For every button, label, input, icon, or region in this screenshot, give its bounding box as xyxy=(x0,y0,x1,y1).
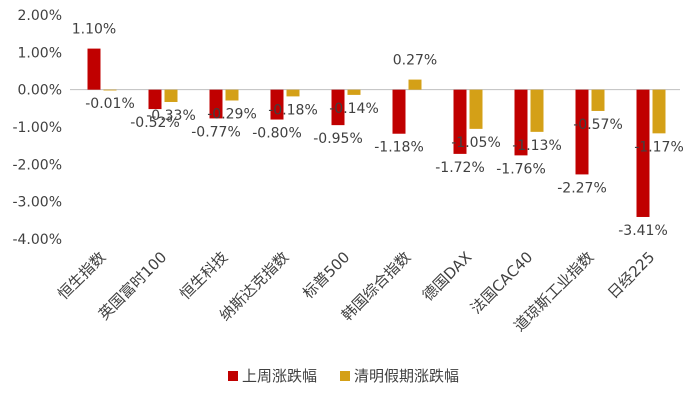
y-tick-label: 1.00% xyxy=(18,45,62,61)
data-label: 0.27% xyxy=(393,53,437,69)
legend-swatch-qingming xyxy=(340,371,350,381)
data-label: 1.10% xyxy=(72,22,116,38)
bar-qingming-0 xyxy=(103,89,117,91)
bar-last-week-6 xyxy=(453,89,467,154)
bar-last-week-2 xyxy=(209,89,223,119)
data-label: -0.29% xyxy=(207,106,257,122)
data-label: -3.41% xyxy=(618,223,668,239)
bar-qingming-3 xyxy=(286,89,300,97)
data-label: -2.27% xyxy=(557,180,607,196)
bar-last-week-7 xyxy=(514,89,528,156)
data-label: -1.05% xyxy=(451,135,501,151)
bar-qingming-4 xyxy=(347,89,361,95)
data-label: -1.17% xyxy=(634,139,684,155)
bar-qingming-9 xyxy=(652,89,666,134)
data-label: -0.77% xyxy=(191,124,241,140)
data-label: -1.13% xyxy=(512,138,562,154)
x-category-label: 恒生科技 xyxy=(176,248,231,303)
legend-label: 上周涨跌幅 xyxy=(242,367,317,385)
x-category-label: 日经225 xyxy=(604,248,658,302)
y-tick-label: -4.00% xyxy=(12,232,62,248)
bar-qingming-7 xyxy=(530,89,544,132)
y-tick-label: 0.00% xyxy=(18,83,62,99)
data-label: -0.01% xyxy=(85,96,135,112)
bar-last-week-9 xyxy=(636,89,650,217)
bar-last-week-3 xyxy=(270,89,284,120)
x-category-label: 恒生指数 xyxy=(54,248,109,303)
y-tick-label: 2.00% xyxy=(18,8,62,24)
data-label: -1.76% xyxy=(496,161,546,177)
bar-last-week-5 xyxy=(392,89,406,134)
data-label: -0.52% xyxy=(130,115,180,131)
data-label: -0.14% xyxy=(329,101,379,117)
bar-qingming-5 xyxy=(408,79,422,90)
bar-qingming-1 xyxy=(164,89,178,102)
bar-qingming-6 xyxy=(469,89,483,129)
bar-last-week-8 xyxy=(575,89,589,175)
bar-qingming-2 xyxy=(225,89,239,101)
bar-last-week-1 xyxy=(148,89,162,110)
y-tick-label: -3.00% xyxy=(12,195,62,211)
data-label: -0.57% xyxy=(573,117,623,133)
y-tick-label: -1.00% xyxy=(12,120,62,136)
y-tick-label: -2.00% xyxy=(12,157,62,173)
data-label: -0.18% xyxy=(268,102,318,118)
x-category-label: 德国DAX xyxy=(419,248,475,304)
legend-swatch-last-week xyxy=(228,371,238,381)
data-label: -0.95% xyxy=(313,131,363,147)
legend-label: 清明假期涨跌幅 xyxy=(354,367,459,385)
data-label: -0.33% xyxy=(146,108,196,124)
data-label: -0.80% xyxy=(252,126,302,142)
bar-qingming-8 xyxy=(591,89,605,111)
bar-last-week-4 xyxy=(331,89,345,126)
data-label: -1.72% xyxy=(435,160,485,176)
data-label: -1.18% xyxy=(374,140,424,156)
bar-last-week-0 xyxy=(87,48,101,90)
x-category-label: 标普500 xyxy=(299,248,353,302)
